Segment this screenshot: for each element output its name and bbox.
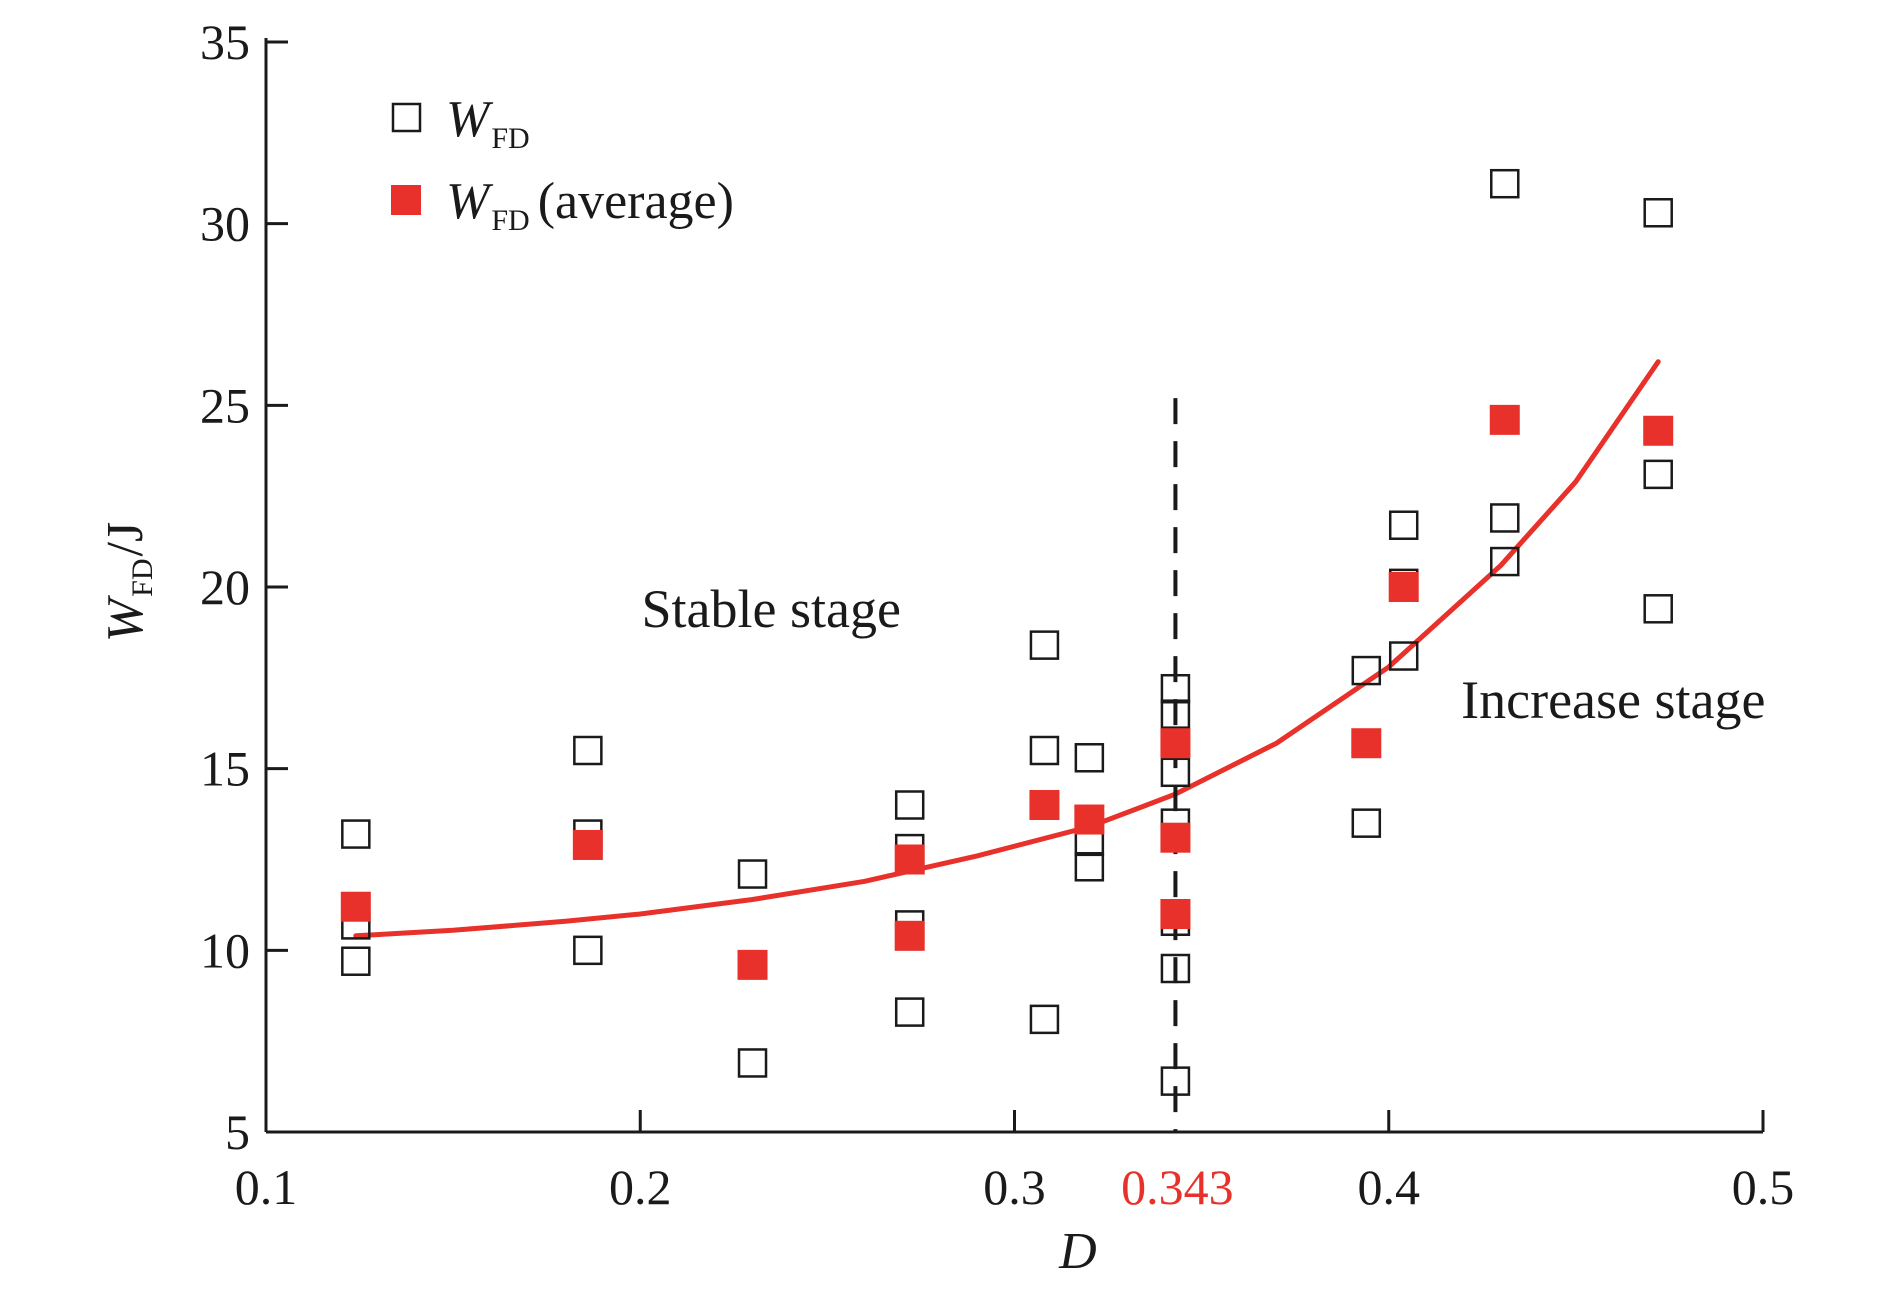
open-square-point bbox=[1029, 735, 1060, 766]
legend-entry-label: WFD bbox=[446, 91, 530, 155]
open-square-point bbox=[1351, 808, 1382, 838]
filled-square-point bbox=[1160, 822, 1191, 853]
x-tick-label: 0.5 bbox=[1732, 1159, 1795, 1215]
y-axis-subscript: FD bbox=[126, 559, 159, 597]
y-axis-title: WFD/J bbox=[97, 522, 159, 642]
x-axis-title: D bbox=[1058, 1223, 1097, 1280]
filled-square-point bbox=[894, 844, 925, 875]
y-tick-label: 10 bbox=[200, 922, 250, 978]
open-square-point bbox=[1490, 546, 1520, 577]
open-square-point bbox=[1643, 459, 1673, 490]
open-square-point bbox=[894, 997, 925, 1027]
open-square-point bbox=[341, 946, 371, 976]
y-tick-label: 15 bbox=[200, 741, 250, 797]
open-square-point bbox=[573, 735, 603, 766]
filled-square-point bbox=[737, 949, 768, 980]
filled-square-point bbox=[1489, 404, 1520, 435]
data-points-layer bbox=[340, 168, 1674, 1096]
y-axis-symbol: W bbox=[97, 594, 154, 642]
y-tick-label: 20 bbox=[200, 559, 250, 615]
x-tick-label: 0.4 bbox=[1358, 1159, 1421, 1215]
legend-suffix: (average) bbox=[538, 173, 734, 230]
threshold-label: 0.343 bbox=[1121, 1159, 1234, 1215]
open-square-point bbox=[1074, 852, 1105, 882]
y-tick-label: 30 bbox=[200, 196, 250, 252]
fit-curve-layer bbox=[353, 359, 1661, 939]
open-square-point bbox=[894, 790, 925, 820]
x-tick-label: 0.2 bbox=[609, 1159, 672, 1215]
open-square-point bbox=[1029, 1004, 1060, 1035]
increase-stage-annotation: Increase stage bbox=[1461, 670, 1765, 730]
filled-square-point bbox=[572, 829, 603, 860]
legend-subscript: FD bbox=[491, 122, 529, 155]
open-square-point bbox=[1388, 641, 1419, 671]
filled-square-point bbox=[1074, 804, 1105, 835]
threshold-layer: 0.343 bbox=[1121, 398, 1234, 1215]
open-square-point bbox=[1490, 168, 1520, 199]
annotations-layer: Stable stage Increase stage bbox=[642, 579, 1766, 730]
y-tick-label: 25 bbox=[200, 377, 250, 433]
open-square-point bbox=[1029, 630, 1060, 660]
open-square-point bbox=[1160, 953, 1191, 984]
open-square-point bbox=[737, 859, 768, 889]
filled-square-point bbox=[1160, 728, 1191, 759]
filled-square-point bbox=[894, 920, 925, 951]
legend-open-square-marker bbox=[391, 102, 422, 133]
open-square-point bbox=[1160, 699, 1191, 729]
legend-subscript: FD bbox=[491, 204, 529, 237]
filled-square-point bbox=[1029, 790, 1060, 820]
open-square-point bbox=[573, 935, 603, 966]
open-square-point bbox=[1351, 655, 1382, 686]
y-tick-label: 35 bbox=[200, 14, 250, 70]
open-square-point bbox=[1643, 198, 1673, 228]
x-tick-label: 0.3 bbox=[983, 1159, 1046, 1215]
open-square-point bbox=[1160, 1066, 1191, 1096]
open-square-point bbox=[341, 819, 371, 849]
open-square-point bbox=[1388, 510, 1419, 540]
y-tick-label: 5 bbox=[225, 1104, 250, 1160]
fit-curve bbox=[353, 359, 1661, 939]
open-square-point bbox=[737, 1048, 768, 1078]
filled-square-point bbox=[1643, 415, 1674, 446]
filled-square-point bbox=[1388, 572, 1419, 602]
legend-symbol: W bbox=[446, 91, 494, 148]
axes: 5 10 15 20 25 30 35 0.1 0.2 0.3 0.4 0.5 bbox=[200, 14, 1794, 1215]
open-square-point bbox=[1643, 594, 1673, 624]
open-square-point bbox=[1160, 757, 1191, 788]
y-axis-unit: /J bbox=[97, 522, 154, 557]
open-square-point bbox=[1160, 673, 1191, 704]
filled-square-point bbox=[1351, 728, 1382, 759]
legend-entry-label: WFD (average) bbox=[446, 173, 734, 237]
axis-titles: D WFD/J bbox=[97, 522, 1097, 1280]
legend-symbol: W bbox=[446, 173, 494, 230]
open-square-point bbox=[1074, 743, 1105, 773]
filled-square-point bbox=[1160, 899, 1191, 929]
filled-square-point bbox=[340, 891, 371, 922]
stable-stage-annotation: Stable stage bbox=[642, 579, 901, 639]
legend-filled-square-marker bbox=[391, 185, 421, 215]
open-square-point bbox=[1490, 503, 1520, 533]
x-tick-label: 0.1 bbox=[235, 1159, 298, 1215]
